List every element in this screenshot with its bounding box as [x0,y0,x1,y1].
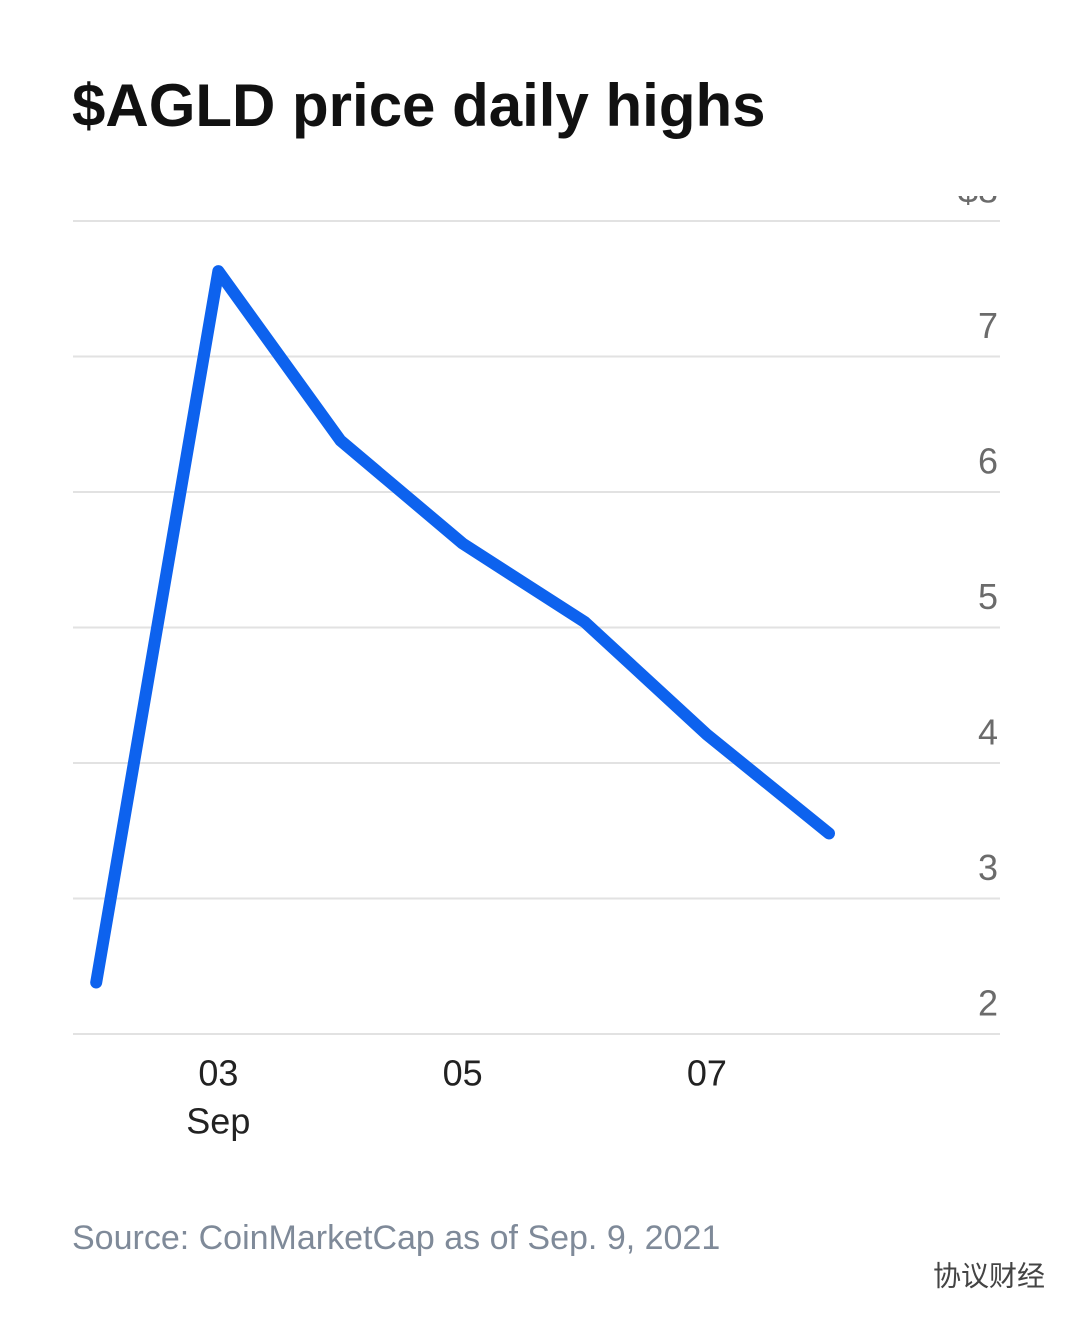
y-tick-label: 7 [978,305,998,346]
x-month-label: Sep [186,1101,250,1142]
y-tick-label: 4 [978,712,998,753]
y-tick-label: $8 [958,170,998,211]
y-tick-label: 2 [978,983,998,1024]
y-tick-labels: 2 3 4 5 6 7 $8 [958,170,998,1024]
x-tick-label: 07 [687,1053,727,1094]
source: Source: CoinMarketCap as of Sep. 9, 2021 [72,1219,720,1257]
y-tick-label: 3 [978,847,998,888]
watermark: 协议财经 [933,1260,1045,1291]
y-tick-label: 6 [978,441,998,482]
y-tick-label: 5 [978,576,998,617]
x-tick-label: 03 [198,1053,238,1094]
chart-title: $AGLD price daily highs [72,72,766,139]
x-tick-label: 05 [443,1053,483,1094]
line [90,265,836,989]
